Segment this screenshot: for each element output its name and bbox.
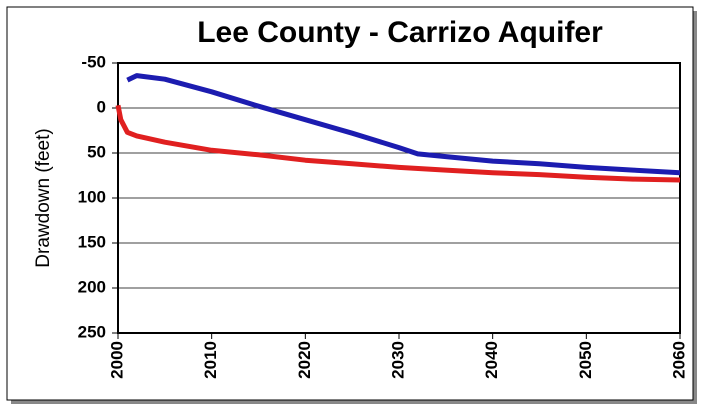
y-axis-label: Drawdown (feet): [33, 128, 54, 267]
x-tick-label: 2010: [201, 341, 220, 379]
plot-border: [117, 62, 681, 334]
line-series: [115, 104, 681, 183]
line-series: [126, 73, 681, 176]
y-tick-label: 50: [87, 142, 106, 161]
x-tick-label: 2040: [482, 341, 501, 379]
x-tick-label: 2000: [107, 341, 126, 379]
y-tick-label: 100: [78, 187, 106, 206]
y-tick-label: 250: [78, 322, 106, 341]
chart-title: Lee County - Carrizo Aquifer: [197, 16, 603, 49]
x-tick-label: 2020: [295, 341, 314, 379]
y-tick-label: 150: [78, 232, 106, 251]
y-tick-label: -50: [81, 52, 106, 71]
y-tick-label: 200: [78, 277, 106, 296]
x-tick-label: 2050: [576, 341, 595, 379]
x-tick-label: 2030: [388, 341, 407, 379]
y-tick-label: 0: [97, 97, 106, 116]
x-tick-label: 2060: [669, 341, 688, 379]
